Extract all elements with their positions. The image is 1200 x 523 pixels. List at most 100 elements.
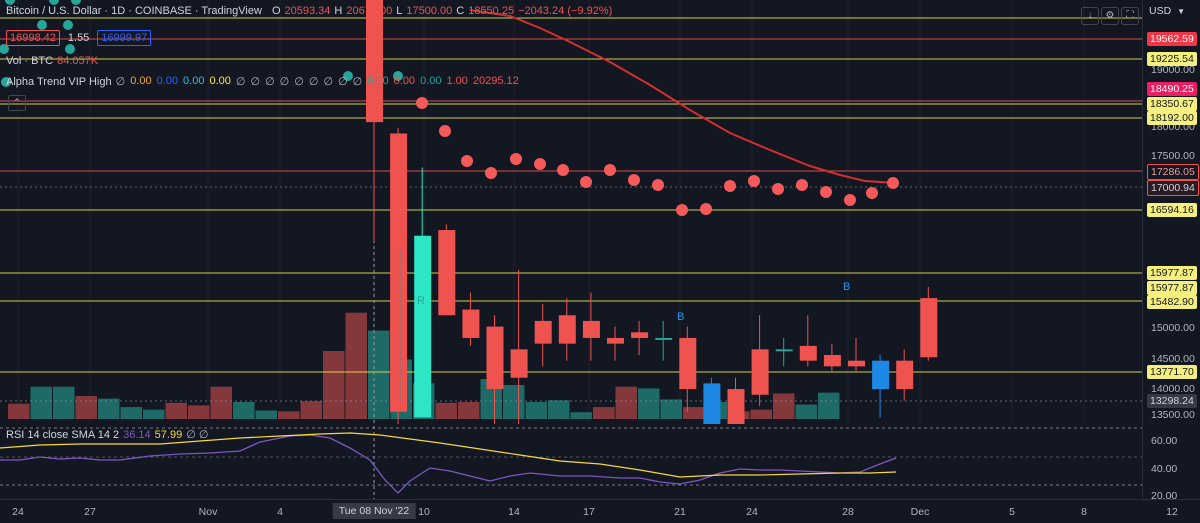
price-tick: 15000.00 xyxy=(1151,322,1195,334)
volume-bar xyxy=(503,385,525,419)
trend-dot xyxy=(866,187,878,199)
indicator-legend[interactable]: Alpha Trend VIP High ∅ 0.00 0.00 0.00 0.00 ∅ ∅… xyxy=(6,75,519,88)
settings-button[interactable]: ⚙ xyxy=(1101,7,1119,25)
volume-bar xyxy=(165,402,187,419)
price-tick: 14000.00 xyxy=(1151,383,1195,395)
signal-b-label-2: B xyxy=(843,281,851,293)
price-label[interactable]: 15977.87 xyxy=(1147,266,1197,280)
candle-body xyxy=(727,389,745,424)
rsi-sma-value: 57.99 xyxy=(154,428,183,441)
candlesticks xyxy=(366,0,938,424)
volume-bar xyxy=(210,386,232,419)
ohlc-change: −2043.24 (−9.92%) xyxy=(518,5,613,17)
indicator-value: ∅ xyxy=(308,76,319,88)
time-axis[interactable]: 24 27 Nov 4 Tue 08 Nov '22 10 14 17 21 24 28 Dec 5 8 1… xyxy=(0,499,1200,523)
ohlc-high: 20675.00 xyxy=(346,5,393,17)
price-label[interactable]: 16594.16 xyxy=(1147,203,1197,217)
currency-selector[interactable]: USD ▼ xyxy=(1149,5,1185,17)
currency-label: USD xyxy=(1149,5,1172,17)
volume-bar xyxy=(233,402,255,419)
trend-dot xyxy=(534,158,546,170)
legend-dot xyxy=(1,77,11,87)
ohlc-close-label: C xyxy=(456,5,465,17)
price-label[interactable]: 18490.25 xyxy=(1147,82,1197,96)
volume-bar xyxy=(593,407,615,419)
candle-body xyxy=(703,383,721,424)
trend-dot xyxy=(416,97,428,109)
price-label[interactable]: 15977.87 xyxy=(1147,281,1197,295)
trend-dot xyxy=(580,176,592,188)
horizontal-levels xyxy=(0,17,1142,373)
signal-b-label: B xyxy=(677,311,685,323)
ask-price[interactable]: 16999.97 xyxy=(97,30,152,46)
legend-dot xyxy=(63,20,73,30)
price-label[interactable]: 18350.67 xyxy=(1147,97,1197,111)
price-tick: 14500.00 xyxy=(1151,353,1195,365)
price-chart[interactable] xyxy=(0,0,1142,424)
volume-bar xyxy=(548,400,570,419)
chart-grid xyxy=(17,0,1085,424)
volume-legend[interactable]: Vol · BTC 84.057K xyxy=(6,55,98,67)
expand-icon: ⛶ xyxy=(1126,10,1134,21)
time-label: 4 xyxy=(277,506,283,518)
rsi-chart xyxy=(0,426,1142,499)
volume-bar xyxy=(255,410,277,419)
time-label: 8 xyxy=(1081,506,1087,518)
volume-bar xyxy=(795,404,817,419)
symbol-title[interactable]: Bitcoin / U.S. Dollar · 1D · COINBASE · … xyxy=(6,5,262,17)
candle-body xyxy=(775,349,793,352)
candle-body xyxy=(438,230,456,316)
fullscreen-button[interactable]: ⛶ xyxy=(1121,7,1139,25)
collapse-legend-button[interactable]: ⌃ xyxy=(8,95,26,111)
legend-dot xyxy=(343,71,353,81)
price-label[interactable]: 17000.94 xyxy=(1147,180,1199,196)
volume-bar xyxy=(773,393,795,419)
time-label: 27 xyxy=(84,506,96,518)
indicator-value: 1.00 xyxy=(446,75,468,87)
price-label[interactable]: 19562.59 xyxy=(1147,32,1197,46)
price-label[interactable]: 13771.70 xyxy=(1147,365,1197,379)
indicator-value: ∅ xyxy=(338,76,348,88)
legend-dot xyxy=(0,44,9,54)
time-label: Nov xyxy=(198,506,218,518)
trend-dot xyxy=(748,175,760,187)
volume-bar xyxy=(8,403,30,419)
main-chart-pane[interactable]: Bitcoin / U.S. Dollar · 1D · COINBASE · … xyxy=(0,0,1142,424)
price-label[interactable]: 18192.00 xyxy=(1147,111,1197,125)
trend-dot xyxy=(604,164,616,176)
volume-bar xyxy=(525,402,547,419)
price-label[interactable]: 15482.90 xyxy=(1147,295,1197,309)
scroll-down-button[interactable]: ↓ xyxy=(1081,7,1099,25)
volume-bar xyxy=(323,351,345,419)
volume-bar xyxy=(188,405,210,419)
price-label[interactable]: 19225.54 xyxy=(1147,52,1197,66)
rsi-extra: ∅ ∅ xyxy=(186,429,209,441)
legend-dot xyxy=(37,20,47,30)
volume-value: 84.057K xyxy=(57,55,99,67)
gear-icon: ⚙ xyxy=(1105,10,1115,21)
rsi-pane[interactable]: RSI 14 close SMA 14 2 36.14 57.99 ∅ ∅ xyxy=(0,426,1142,499)
time-label: 24 xyxy=(746,506,758,518)
time-label: 21 xyxy=(674,506,686,518)
indicator-value: ∅ xyxy=(352,76,363,88)
bid-price[interactable]: 16998.42 xyxy=(6,30,60,46)
volume-bar xyxy=(683,407,705,419)
candle-body xyxy=(390,133,408,412)
candle-body xyxy=(848,360,865,367)
price-axis[interactable]: USD ▼ 19000.00 18000.00 17500.00 15000.00 14… xyxy=(1142,0,1200,502)
price-tick: 13500.00 xyxy=(1151,409,1195,421)
candle-body xyxy=(414,235,432,418)
price-label[interactable]: 13298.24 xyxy=(1147,394,1197,408)
rsi-sma-line xyxy=(0,432,897,478)
signal-r-label: R xyxy=(417,295,425,307)
time-label: 5 xyxy=(1009,506,1015,518)
volume-bar xyxy=(638,388,660,419)
chevron-down-icon: ▼ xyxy=(1177,7,1186,16)
rsi-legend[interactable]: RSI 14 close SMA 14 2 36.14 57.99 ∅ ∅ xyxy=(6,428,209,442)
price-tick: 17500.00 xyxy=(1151,150,1195,162)
legend-dot xyxy=(65,44,75,54)
symbol-legend[interactable]: Bitcoin / U.S. Dollar · 1D · COINBASE · … xyxy=(6,5,612,17)
price-label[interactable]: 17286.05 xyxy=(1147,164,1199,180)
indicator-name: Alpha Trend VIP High xyxy=(6,75,112,88)
rsi-value: 36.14 xyxy=(123,428,151,441)
